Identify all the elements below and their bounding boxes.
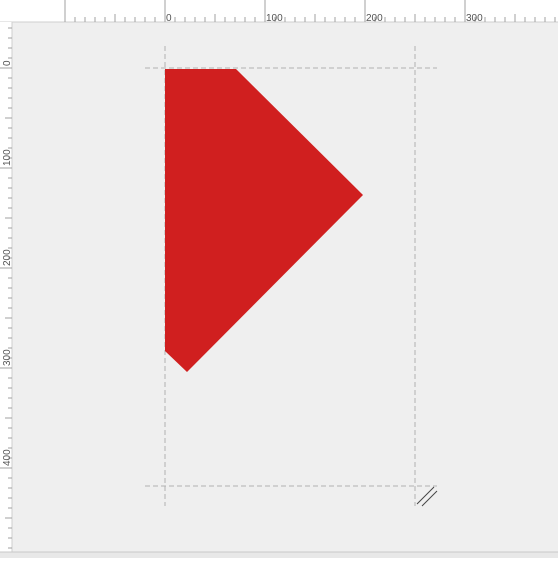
- bottom-scrollbar[interactable]: [0, 552, 558, 558]
- h-ruler-label-0: 0: [166, 13, 172, 24]
- resize-handle-icon[interactable]: [416, 486, 438, 507]
- vertical-ruler[interactable]: 0 100 200 300 400: [0, 22, 13, 552]
- v-ruler-label-200: 200: [2, 249, 13, 266]
- v-ruler-label-0: 0: [2, 60, 13, 66]
- canvas[interactable]: [12, 22, 558, 552]
- red-polygon[interactable]: [165, 69, 363, 372]
- h-ruler-label-300: 300: [466, 13, 483, 24]
- v-ruler-label-400: 400: [2, 449, 13, 466]
- v-ruler-label-100: 100: [2, 149, 13, 166]
- v-ruler-label-300: 300: [2, 349, 13, 366]
- h-ruler-label-200: 200: [366, 13, 383, 24]
- h-ruler-label-100: 100: [266, 13, 283, 24]
- horizontal-ruler[interactable]: 0 100 200 300: [0, 0, 558, 24]
